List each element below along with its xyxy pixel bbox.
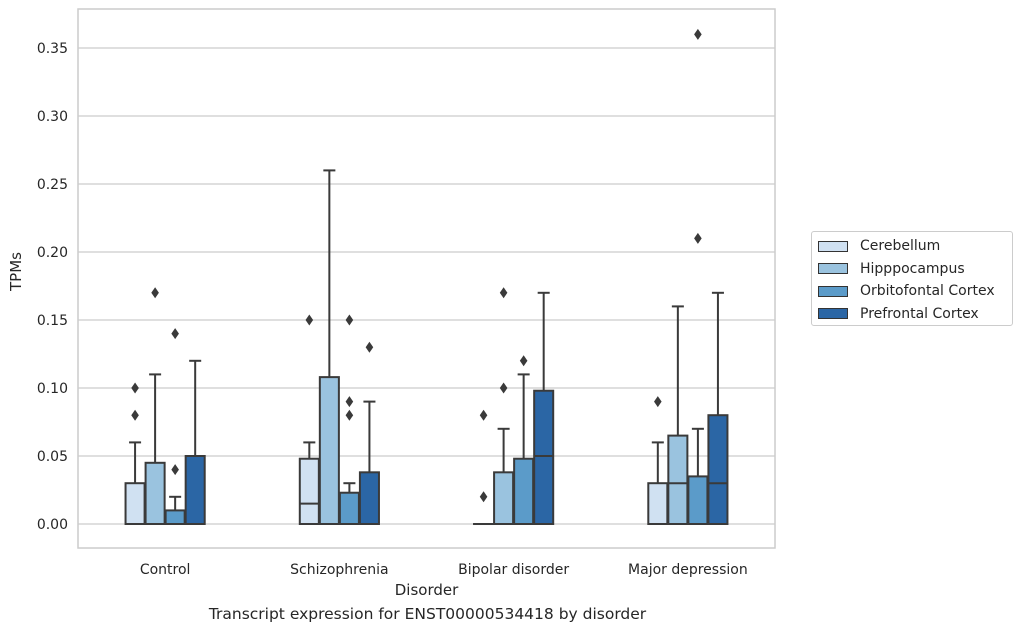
outlier-point [694,232,702,244]
box-body [358,471,380,526]
legend-label: Prefrontal Cortex [860,305,979,322]
box-prefrontal-cortex-1 [358,341,380,526]
outlier-point [519,355,528,367]
y-tick-label: 0.35 [37,41,68,57]
outlier-point [654,396,662,408]
box-hipppocampus-0 [144,287,166,525]
box-cerebellum-3 [647,396,669,526]
box-prefrontal-cortex-3 [707,291,729,526]
outlier-point [499,382,508,394]
outlier-point [345,396,354,408]
box-body [667,434,689,526]
box-body [144,461,166,525]
box-orbitofontal-cortex-0 [164,328,186,525]
box-body [533,389,555,525]
outlier-point [171,328,179,340]
legend-swatch [818,263,848,275]
outlier-point [345,314,354,326]
outlier-point [171,464,179,476]
x-axis-title: Disorder [395,581,459,599]
outlier-point [131,382,139,394]
outlier-point [479,409,488,421]
box-body [318,376,340,525]
legend-label: Hipppocampus [860,260,965,277]
box-body [707,414,729,526]
box-prefrontal-cortex-0 [184,359,206,525]
y-axis-title: TPMs [7,252,25,292]
box-body [493,471,515,526]
box-body [647,482,669,526]
x-tick-label: Control [140,562,191,578]
box-body [184,455,206,525]
y-tick-label: 0.05 [37,449,68,465]
y-tick-label: 0.15 [37,313,68,329]
legend-item: Prefrontal Cortex [818,303,1012,326]
box-hipppocampus-2 [493,287,515,526]
x-tick-label: Schizophrenia [290,562,388,578]
box-body [687,475,709,525]
outlier-point [694,28,702,40]
outlier-point [365,341,374,353]
box-body [164,509,186,525]
x-tick-label: Bipolar disorder [458,562,569,578]
y-tick-label: 0.20 [37,245,68,261]
legend-swatch [818,240,848,252]
y-tick-label: 0.10 [37,381,68,397]
legend-item: Orbitofontal Cortex [818,280,1012,303]
x-tick-label: Major depression [628,562,748,578]
chart-caption: Transcript expression for ENST0000053441… [208,605,647,623]
plot-frame [77,8,776,549]
outlier-point [499,287,508,299]
box-orbitofontal-cortex-2 [513,355,535,525]
box-cerebellum-1 [298,314,320,525]
box-hipppocampus-3 [667,305,689,526]
legend-label: Orbitofontal Cortex [860,283,995,300]
box-orbitofontal-cortex-3 [687,28,709,525]
box-body [338,491,360,526]
outlier-point [151,287,159,299]
box-cerebellum-0 [124,382,146,526]
outlier-point [305,314,314,326]
box-cerebellum-2 [473,409,495,526]
legend-item: Hipppocampus [818,258,1012,281]
outlier-point [479,491,488,503]
box-body [298,457,320,525]
legend-item: Cerebellum [818,235,1012,258]
x-tick-labels: Control Schizophrenia Bipolar disorder Majo… [140,562,748,578]
box-hipppocampus-1 [318,169,340,525]
box-body [513,457,535,525]
y-tick-label: 0.30 [37,109,68,125]
outlier-point [345,409,354,421]
legend-swatch [818,308,848,320]
legend-label: Cerebellum [860,238,941,255]
y-tick-label: 0.00 [37,517,68,533]
box-layer [124,28,729,526]
chart-legend: Cerebellum Hipppocampus Orbitofontal Corte… [811,231,1013,326]
outlier-point [131,409,139,421]
box-orbitofontal-cortex-1 [338,314,360,526]
y-tick-label: 0.25 [37,177,68,193]
box-body [124,482,146,526]
legend-swatch [818,285,848,297]
box-prefrontal-cortex-2 [533,291,555,525]
y-tick-labels: 0.00 0.05 0.10 0.15 0.20 0.25 0.30 0.35 [37,41,68,533]
